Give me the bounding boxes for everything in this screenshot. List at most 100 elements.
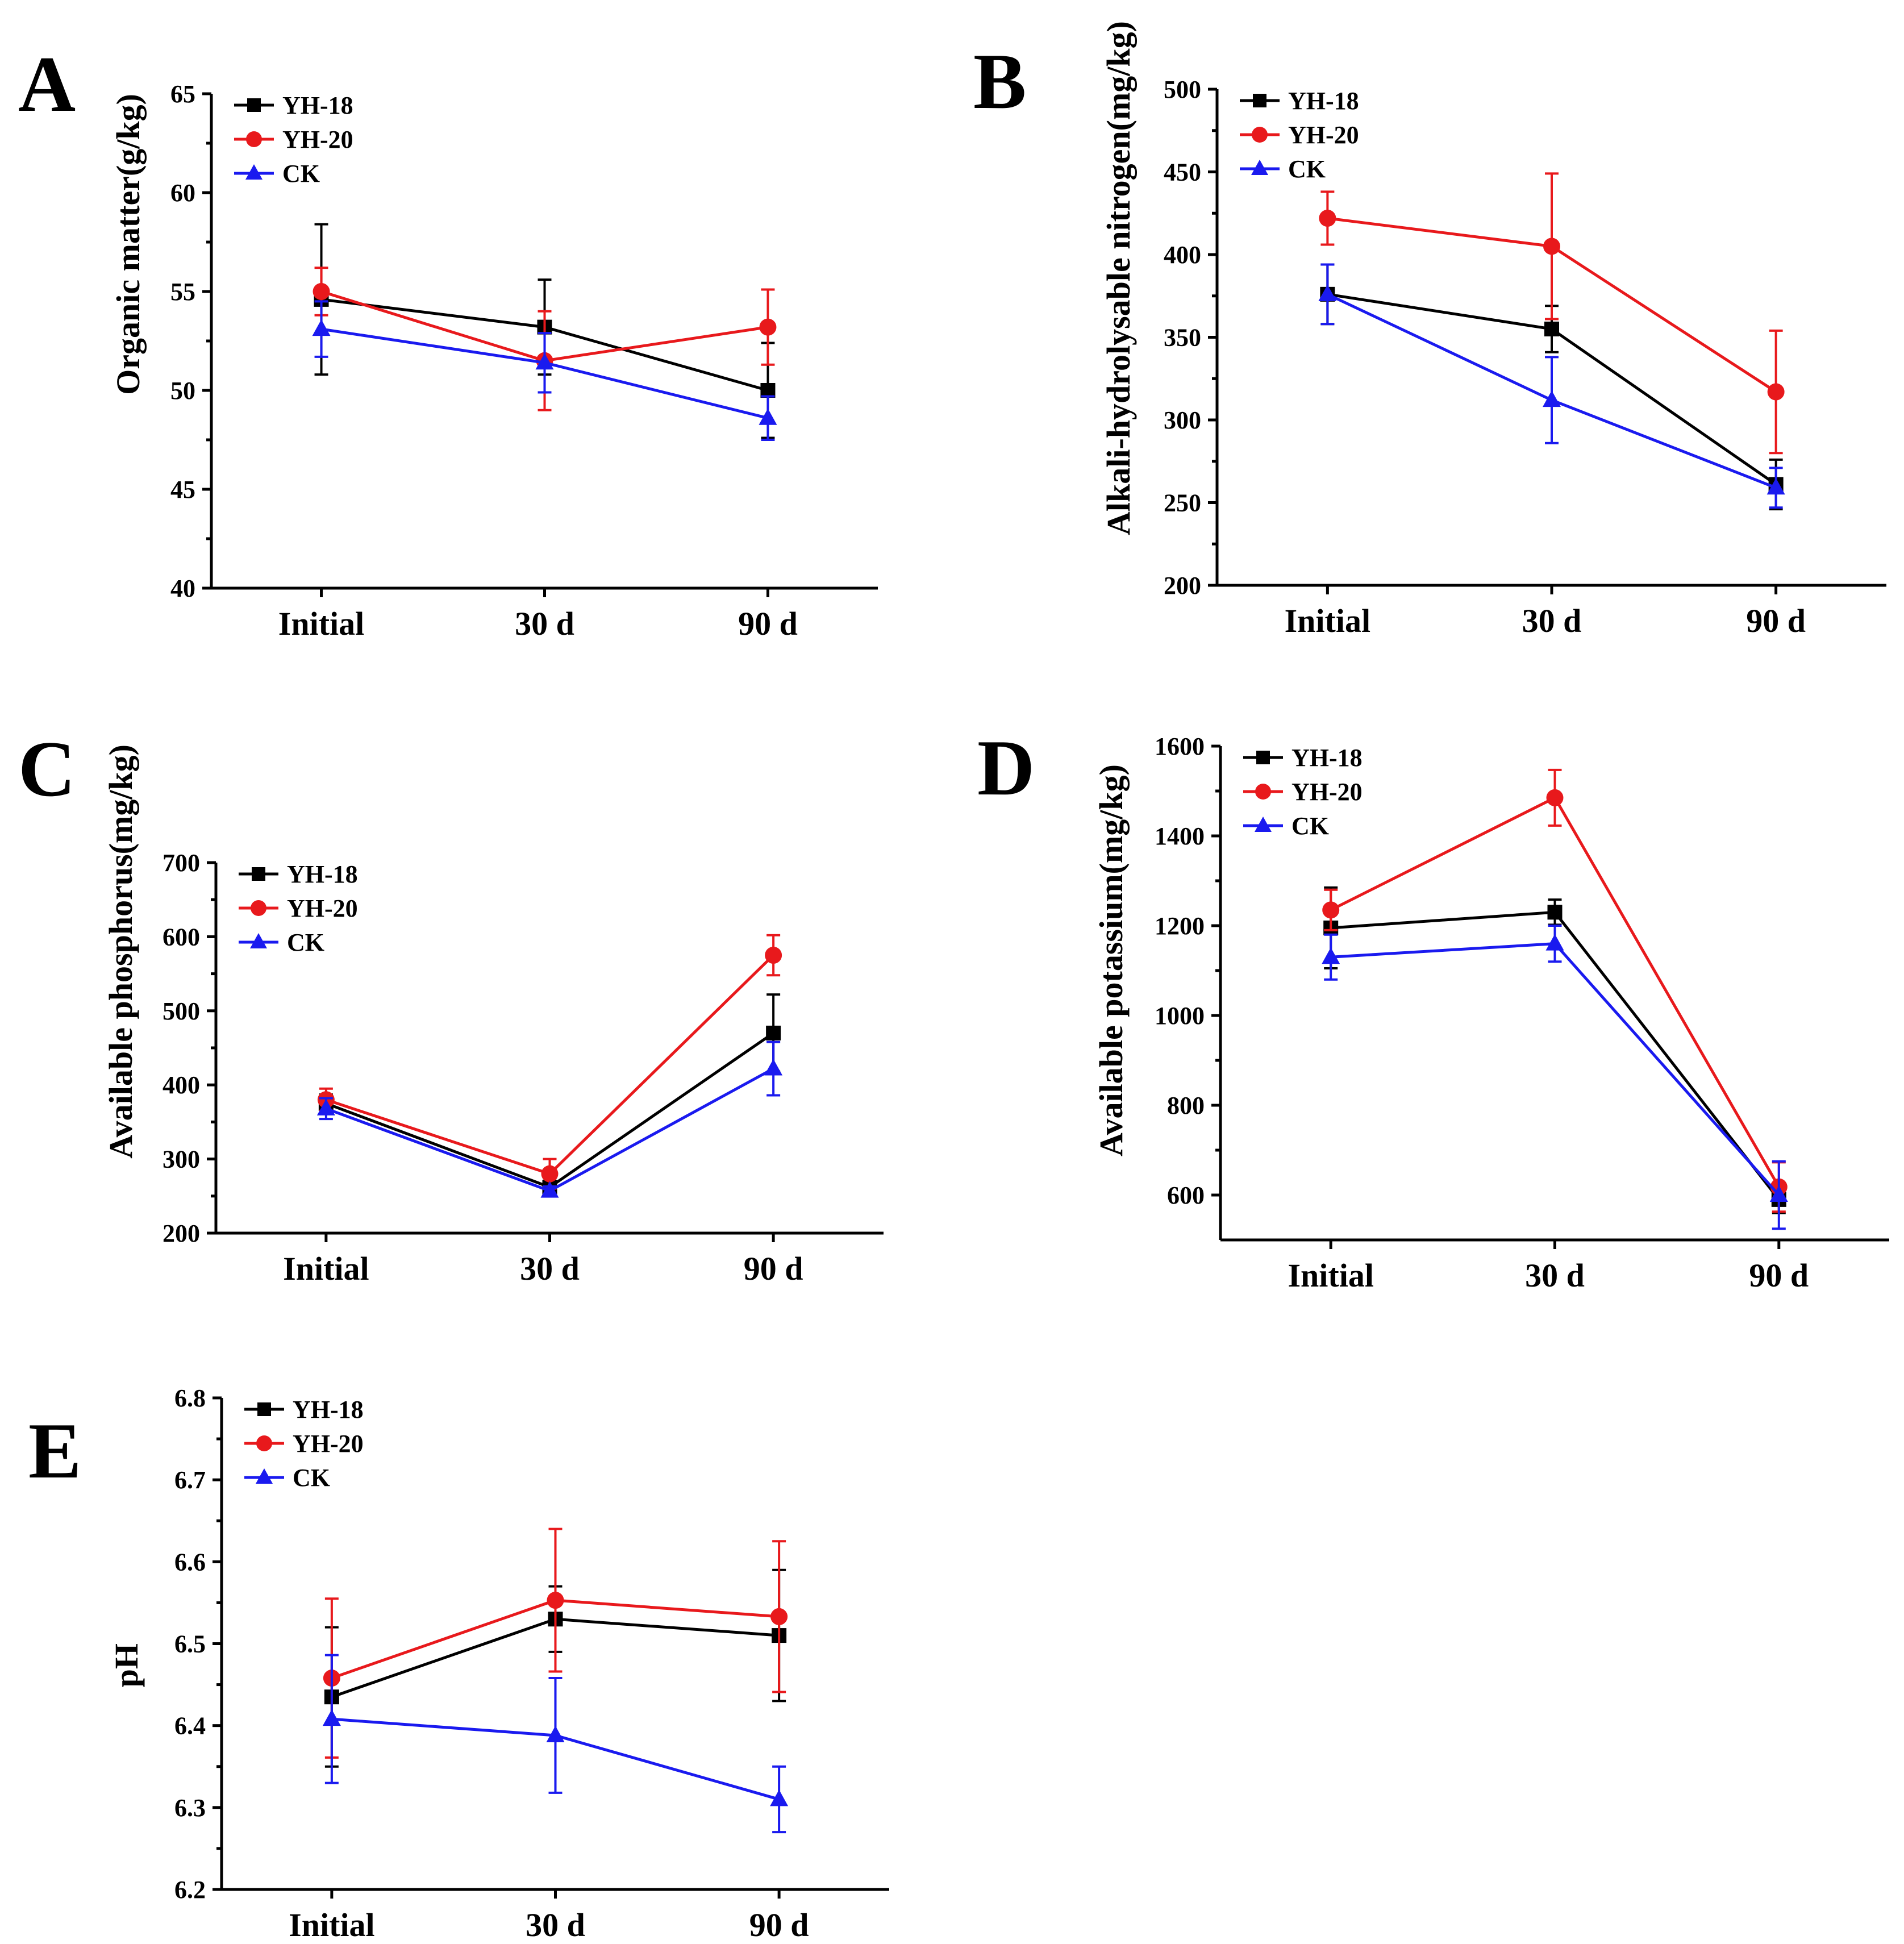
data-point-ck-initial [312, 319, 331, 336]
series-yh-20 [1319, 172, 1785, 455]
x-tick-label-90-d: 90 d [749, 1906, 809, 1943]
panel-a: A 40 45 50 55 60 65 Initial 30 d 90 d Organic matt… [18, 40, 878, 642]
y-tick-label: 6.7 [174, 1466, 206, 1494]
panel-letter: D [977, 724, 1035, 812]
legend-label: CK [1288, 155, 1326, 183]
data-point-ck-initial [322, 1709, 341, 1726]
y-axis-title: Organic matter(g/kg) [110, 94, 147, 395]
series-line-yh-20 [1330, 796, 1780, 1188]
data-point-ck-initial [316, 1098, 335, 1115]
legend-item-yh-18: YH-18 [234, 91, 353, 119]
y-tick-label: 1000 [1155, 1002, 1205, 1030]
legend-label: YH-18 [282, 91, 353, 119]
legend-marker [1251, 160, 1268, 175]
legend-marker [246, 131, 262, 147]
legend-marker [252, 867, 265, 881]
y-tick-label: 200 [1164, 572, 1201, 600]
data-point-ck-30-d [546, 1725, 565, 1742]
legend-item-yh-20: YH-20 [234, 126, 353, 153]
series-yh-20 [323, 1527, 788, 1759]
legend-item-yh-18: YH-18 [244, 1396, 364, 1423]
series-ck [1318, 263, 1785, 509]
x-tick-label-90-d: 90 d [1746, 602, 1806, 639]
data-point-ck-initial [1318, 284, 1337, 301]
y-tick-label: 350 [1164, 324, 1201, 352]
legend-marker [257, 1402, 271, 1416]
legend-label: CK [287, 929, 324, 956]
data-point-yh-20-30-d [541, 1165, 559, 1183]
y-tick-label: 500 [163, 997, 200, 1025]
legend-label: YH-18 [1291, 744, 1363, 772]
data-point-ck-30-d [1543, 390, 1561, 407]
legend-item-ck: CK [239, 929, 324, 956]
x-tick-label-initial: Initial [1288, 1257, 1374, 1294]
legend-item-yh-20: YH-20 [239, 894, 358, 922]
data-point-yh-18-30-d [1544, 321, 1559, 336]
legend-item-yh-18: YH-18 [239, 860, 358, 888]
x-tick-label-initial: Initial [278, 605, 365, 642]
panel-letter: C [18, 725, 76, 813]
y-tick-label: 500 [1164, 76, 1201, 103]
legend-item-yh-20: YH-20 [1243, 778, 1363, 806]
legend-item-ck: CK [234, 160, 320, 188]
legend-item-ck: CK [244, 1464, 330, 1492]
y-tick-label: 600 [1167, 1181, 1205, 1209]
series-ck [322, 1654, 789, 1834]
legend-marker [1255, 784, 1271, 800]
y-tick-label: 600 [163, 923, 200, 951]
panel-letter: A [18, 40, 76, 128]
legend-marker [256, 1468, 273, 1484]
y-tick-label: 6.4 [174, 1712, 206, 1740]
data-point-ck-90-d [759, 408, 777, 425]
panel-d: D 600 800 1000 1200 1400 1600 Initial 30 d 90 d Av… [977, 724, 1889, 1294]
legend-marker [256, 1435, 272, 1451]
data-point-ck-90-d [1769, 1185, 1788, 1202]
data-point-ck-initial [1322, 947, 1340, 964]
data-point-ck-90-d [770, 1789, 789, 1806]
data-point-ck-90-d [764, 1059, 783, 1076]
legend-label: YH-20 [1291, 778, 1363, 806]
y-tick-label: 1600 [1155, 732, 1205, 760]
y-tick-label: 45 [170, 476, 195, 503]
series-ck [312, 300, 777, 441]
y-axis-title: Available potassium(mg/kg) [1093, 764, 1130, 1156]
legend: YH-18 YH-20 CK [1240, 87, 1359, 183]
data-point-ck-30-d [535, 353, 554, 370]
y-axis-title: Alkali-hydrolysable nitrogen(mg/kg) [1100, 21, 1137, 535]
x-tick-label-30-d: 30 d [1525, 1257, 1585, 1294]
data-point-yh-20-30-d [1546, 789, 1564, 806]
y-tick-label: 250 [1164, 489, 1201, 517]
y-tick-label: 800 [1167, 1092, 1205, 1119]
y-axis-title: Available phosphorus(mg/kg) [102, 744, 139, 1159]
legend-marker [251, 900, 266, 916]
panel-e: E 6.2 6.3 6.4 6.5 6.6 6.7 6.8 Initial 30 d 90 d pH Y… [28, 1384, 889, 1943]
legend-label: YH-18 [1288, 87, 1359, 115]
data-point-yh-20-90-d [759, 318, 777, 336]
panel-c: C 200 300 400 500 600 700 Initial 30 d 90 d Availa… [18, 725, 884, 1287]
legend-item-ck: CK [1240, 155, 1326, 183]
y-tick-label: 1400 [1155, 822, 1205, 850]
x-tick-label-90-d: 90 d [1749, 1257, 1809, 1294]
legend-label: CK [282, 160, 320, 188]
series-yh-20 [1322, 768, 1788, 1213]
y-tick-label: 1200 [1155, 912, 1205, 940]
legend-label: YH-20 [293, 1430, 364, 1458]
y-tick-label: 6.5 [174, 1630, 206, 1658]
legend-label: YH-20 [282, 126, 353, 153]
series-ck [1322, 925, 1788, 1230]
panel-letter: E [28, 1407, 81, 1495]
x-tick-label-30-d: 30 d [1522, 602, 1582, 639]
panel-b: B 200 250 300 350 400 450 500 Initial 30 d 90 d Alk… [973, 21, 1886, 639]
y-tick-label: 6.6 [174, 1548, 206, 1576]
data-point-ck-90-d [1766, 478, 1785, 495]
y-tick-label: 400 [1164, 241, 1201, 269]
legend: YH-18 YH-20 CK [1243, 744, 1363, 840]
y-tick-label: 65 [170, 80, 195, 108]
data-point-yh-20-90-d [1767, 383, 1785, 401]
legend-marker [247, 98, 261, 112]
x-tick-label-90-d: 90 d [738, 605, 798, 642]
y-tick-label: 300 [1164, 406, 1201, 434]
x-tick-label-90-d: 90 d [744, 1250, 803, 1287]
y-tick-label: 400 [163, 1071, 200, 1099]
data-point-yh-20-initial [1322, 901, 1340, 919]
